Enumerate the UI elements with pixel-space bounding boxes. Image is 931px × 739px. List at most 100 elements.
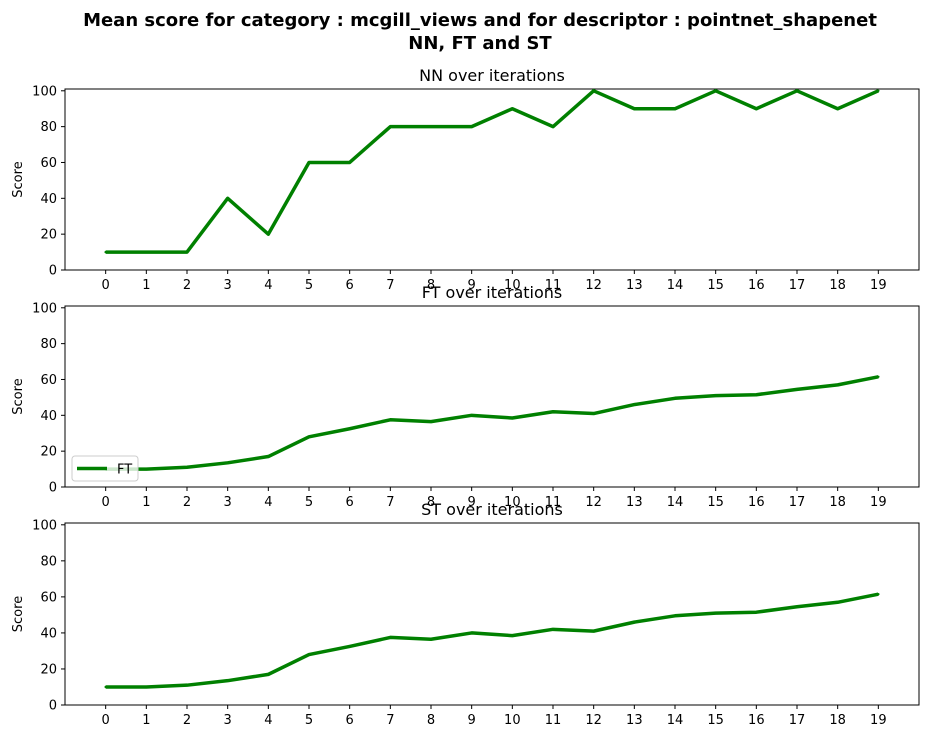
ax1-title: FT over iterations xyxy=(422,283,562,302)
ax2-data-point xyxy=(714,611,717,615)
ax1-y-tick-label: 20 xyxy=(40,445,57,460)
ax1-series-line xyxy=(105,375,879,471)
ax2-x-tick-label: 0 xyxy=(102,713,110,728)
ax2-title: ST over iterations xyxy=(421,500,563,519)
ax0-data-point xyxy=(185,250,189,254)
ax1-x-tick-label: 2 xyxy=(183,495,191,510)
figure-title-line-1: Mean score for category : mcgill_views a… xyxy=(83,10,877,31)
ax0-data-point xyxy=(511,107,514,110)
ax2-data-point xyxy=(470,631,473,635)
ax0-y-tick-label: 60 xyxy=(40,156,57,171)
ax1-data-point xyxy=(877,375,880,378)
ax2-x-tick-label: 13 xyxy=(626,713,643,728)
ax1-data-point xyxy=(226,461,229,465)
ax2-x-tick-label: 9 xyxy=(468,713,476,728)
figure-title-line-2: NN, FT and ST xyxy=(408,33,552,54)
ax1-legend-label: FT xyxy=(117,463,132,478)
ax0-data-point xyxy=(877,89,880,92)
ax2-x-tick-label: 2 xyxy=(183,713,191,728)
ax0-x-tick-label: 18 xyxy=(829,278,846,293)
ax2-data-point xyxy=(267,673,270,676)
ax0-x-tick-label: 0 xyxy=(102,278,110,293)
ax0-y-tick-label: 100 xyxy=(32,84,57,99)
ax1-x-tick-label: 7 xyxy=(386,495,394,510)
ax1-y-tick-label: 100 xyxy=(32,301,57,316)
ax2-data-point xyxy=(307,653,311,656)
ax0-x-tick-label: 15 xyxy=(707,278,724,293)
ax2-data-point xyxy=(104,685,107,689)
ax0-data-point xyxy=(673,107,677,110)
ax1-x-tick-label: 17 xyxy=(789,495,806,510)
ax0-y-tick-label: 20 xyxy=(40,228,57,243)
ax0-data-point xyxy=(592,89,595,92)
ax1-data-point xyxy=(795,388,799,391)
ax0-data-point xyxy=(633,107,636,110)
ax0-x-tick-label: 6 xyxy=(346,278,354,293)
subplot-st: 0 1 2 3 4 5 6 7 8 9 10 11 12 13 14 15 16 17 18 190204060801… xyxy=(11,500,920,728)
ax2-x-tick-label: 18 xyxy=(829,713,846,728)
ax1-legend: FT xyxy=(71,455,139,482)
ax2-y-tick-label: 100 xyxy=(32,518,57,533)
ax0-x-tick-label: 5 xyxy=(305,278,313,293)
ax1-x-tick-label: 19 xyxy=(870,495,887,510)
ax0-y-tick-label: 80 xyxy=(40,120,57,135)
ax1-data-point xyxy=(429,420,433,423)
ax1-x-tick-label: 11 xyxy=(545,495,562,510)
ax2-data-point xyxy=(389,636,392,639)
ax0-x-tick-label: 19 xyxy=(870,278,887,293)
ax2-x-tick-label: 7 xyxy=(386,713,394,728)
ax1-x-tick-label: 18 xyxy=(829,495,846,510)
ax2-data-point xyxy=(836,601,839,604)
ax1-data-point xyxy=(551,410,555,413)
ax0-x-tick-label: 16 xyxy=(748,278,765,293)
ax1-data-point xyxy=(145,467,148,471)
ax2-x-tick-label: 10 xyxy=(504,713,521,728)
ax1-x-tick-label: 13 xyxy=(626,495,643,510)
ax2-x-tick-label: 8 xyxy=(427,713,435,728)
ax0-x-tick-label: 2 xyxy=(183,278,191,293)
ax0-x-tick-label: 1 xyxy=(142,278,150,293)
ax0-series-line xyxy=(105,89,880,254)
ax1-data-point xyxy=(592,412,595,415)
ax2-data-point xyxy=(795,605,799,608)
ax0-x-tick-label: 17 xyxy=(789,278,806,293)
ax0-data-point xyxy=(795,89,799,92)
ax1-x-tick-label: 8 xyxy=(427,495,435,510)
ax2-data-point xyxy=(226,679,229,682)
ax2-y-tick-label: 80 xyxy=(40,554,57,569)
ax0-data-point xyxy=(755,107,758,110)
ax0-y-tick-label: 40 xyxy=(40,192,57,207)
ax2-x-tick-label: 16 xyxy=(748,713,765,728)
ax0-y-tick-label: 0 xyxy=(49,264,57,279)
ax2-data-point xyxy=(348,645,351,648)
ax1-axes-frame xyxy=(64,305,920,488)
ax2-x-tick-label: 4 xyxy=(264,713,272,728)
ax0-x-tick-label: 7 xyxy=(386,278,394,293)
ax0-x-tick-label: 8 xyxy=(427,278,435,293)
ax2-data-point xyxy=(877,592,880,596)
ax0-x-tick-label: 14 xyxy=(667,278,684,293)
ax1-x-tick-label: 16 xyxy=(748,495,765,510)
ax1-data-point xyxy=(267,455,270,458)
ax2-y-tick-label: 20 xyxy=(40,662,57,677)
ax0-data-point xyxy=(470,125,473,128)
ax1-data-point xyxy=(470,414,473,417)
ax0-data-point xyxy=(226,197,229,200)
ax0-data-point xyxy=(714,89,717,92)
ax2-x-tick-label: 3 xyxy=(224,713,232,728)
ax2-data-point xyxy=(633,620,636,624)
ax2-x-tick-label: 1 xyxy=(142,713,150,728)
ax1-data-point xyxy=(836,383,839,387)
ax2-x-tick-label: 5 xyxy=(305,713,313,728)
ax1-x-tick-label: 1 xyxy=(142,495,150,510)
ax1-x-tick-label: 10 xyxy=(504,495,521,510)
ax1-y-tick-label: 60 xyxy=(40,373,57,388)
ax0-x-tick-label: 12 xyxy=(585,278,602,293)
ax0-x-tick-label: 3 xyxy=(224,278,232,293)
ax0-data-point xyxy=(104,250,107,254)
ax1-data-point xyxy=(307,435,311,439)
ax2-data-point xyxy=(511,634,514,637)
subplot-nn: 0 1 2 3 4 5 6 7 8 9 10 11 12 13 14 15 16 17 18 190204060801… xyxy=(11,66,920,293)
ax1-x-tick-label: 3 xyxy=(224,495,232,510)
